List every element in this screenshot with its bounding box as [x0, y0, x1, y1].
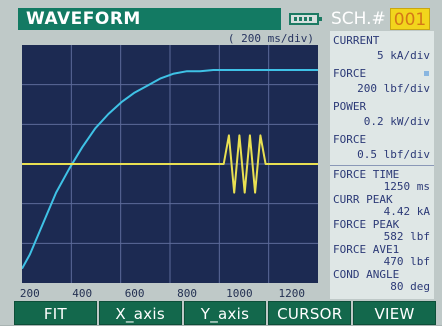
- readout-label: FORCE: [333, 133, 367, 146]
- readout-panel: CURRENT 5 kA/div FORCE 200 lbf/div POWER…: [330, 31, 434, 299]
- result-label: FORCE AVE1: [333, 243, 400, 256]
- x-tick-label: 400: [72, 287, 93, 300]
- view-button[interactable]: VIEW: [353, 301, 436, 325]
- battery-icon: [289, 13, 322, 25]
- cursor-button[interactable]: CURSOR: [268, 301, 352, 325]
- x-tick-label: 800: [177, 287, 197, 300]
- x-tick-label: 600: [124, 287, 145, 300]
- readout-value: 0.5 lbf/div: [357, 148, 430, 161]
- y-axis-button[interactable]: Y_axis: [183, 301, 267, 325]
- result-label: CURR PEAK: [333, 193, 393, 206]
- result-value: 80 deg: [390, 280, 430, 293]
- time-scale-label: ( 200 ms/div): [227, 32, 314, 45]
- result-label: FORCE PEAK: [333, 218, 400, 231]
- current-trace: [22, 134, 318, 194]
- result-label: FORCE TIME: [333, 168, 400, 181]
- x-tick-label: 200: [19, 287, 40, 300]
- screen-title: WAVEFORM: [18, 8, 281, 30]
- readout-value: 0.2 kW/div: [363, 115, 430, 128]
- schedule-number-field[interactable]: 001: [390, 8, 430, 30]
- x-tick-label: 1200: [278, 287, 306, 300]
- force-trace: [21, 69, 318, 270]
- readout-label: POWER: [333, 100, 367, 113]
- waveform-svg: [21, 45, 318, 283]
- result-label: COND ANGLE: [333, 268, 400, 281]
- result-value: 582 lbf: [383, 230, 430, 243]
- result-value: 1250 ms: [383, 180, 430, 193]
- softkey-bar: FIT X_axis Y_axis CURSOR VIEW: [14, 301, 436, 325]
- x-axis-button[interactable]: X_axis: [98, 301, 182, 325]
- readout-value: 200 lbf/div: [357, 82, 430, 95]
- x-tick-label: 1000: [226, 287, 253, 300]
- fit-button[interactable]: FIT: [14, 301, 97, 325]
- readout-value: 5 kA/div: [377, 49, 430, 62]
- schedule-label: SCH.#: [331, 9, 386, 29]
- channel-marker-icon: [424, 71, 429, 76]
- x-axis-ticks: 200 400 600 800 1000 1200: [19, 287, 318, 301]
- waveform-plot-area: ( 200 ms/div) 200 400 600 800 1000 1200: [16, 31, 328, 301]
- readout-label: CURRENT: [333, 34, 380, 47]
- waveform-plot: [21, 45, 318, 283]
- readout-label: FORCE: [333, 67, 367, 80]
- result-value: 470 lbf: [383, 255, 430, 268]
- panel-divider: [330, 165, 434, 166]
- result-value: 4.42 kA: [383, 205, 430, 218]
